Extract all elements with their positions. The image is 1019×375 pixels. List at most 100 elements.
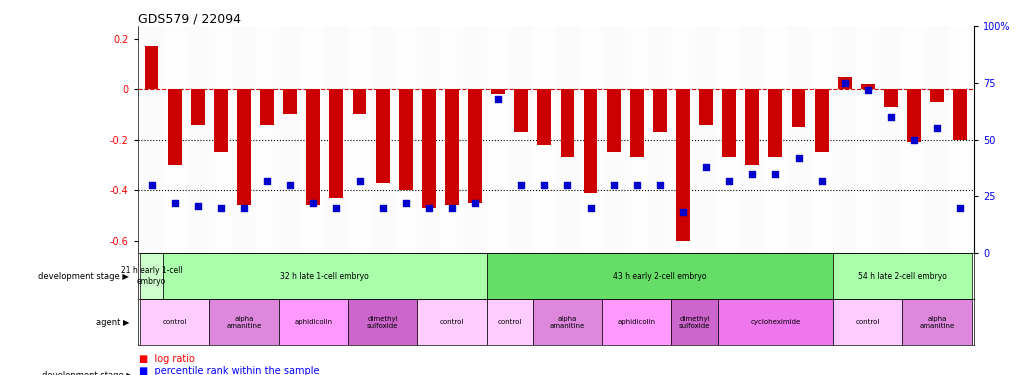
- Point: [744, 171, 760, 177]
- Point: [282, 182, 299, 188]
- Bar: [209, 299, 278, 345]
- Point: [905, 137, 921, 143]
- Text: aphidicolin: aphidicolin: [293, 319, 332, 325]
- Text: aphidicolin: aphidicolin: [618, 319, 655, 325]
- Point: [235, 205, 252, 211]
- Bar: [324, 26, 347, 253]
- Bar: [601, 26, 625, 253]
- Text: agent ▶: agent ▶: [96, 318, 129, 327]
- Point: [859, 87, 875, 93]
- Bar: [717, 299, 833, 345]
- Text: dimethyl
sulfoxide: dimethyl sulfoxide: [367, 315, 397, 328]
- Bar: [532, 299, 601, 345]
- Bar: [422, 89, 435, 208]
- Bar: [676, 89, 689, 240]
- Text: alpha
amanitine: alpha amanitine: [918, 315, 954, 328]
- Point: [836, 80, 852, 86]
- Bar: [444, 89, 459, 205]
- Bar: [186, 26, 209, 253]
- Bar: [721, 89, 736, 158]
- Bar: [353, 89, 366, 114]
- Bar: [486, 299, 532, 345]
- Point: [144, 182, 160, 188]
- Bar: [833, 253, 971, 299]
- Text: 43 h early 2-cell embryo: 43 h early 2-cell embryo: [612, 272, 706, 280]
- Point: [374, 205, 390, 211]
- Bar: [629, 89, 643, 158]
- Point: [443, 205, 460, 211]
- Bar: [855, 26, 878, 253]
- Bar: [375, 89, 389, 183]
- Bar: [740, 26, 763, 253]
- Point: [259, 177, 275, 183]
- Point: [928, 125, 945, 131]
- Bar: [440, 26, 463, 253]
- Bar: [791, 89, 805, 127]
- Point: [558, 182, 575, 188]
- Bar: [878, 26, 902, 253]
- Text: 54 h late 2-cell embryo: 54 h late 2-cell embryo: [857, 272, 946, 280]
- Bar: [329, 89, 343, 198]
- Bar: [814, 89, 827, 152]
- Point: [536, 182, 552, 188]
- Point: [513, 182, 529, 188]
- Point: [397, 200, 414, 206]
- Bar: [532, 26, 555, 253]
- Bar: [347, 299, 417, 345]
- Bar: [694, 26, 717, 253]
- Text: control: control: [855, 319, 879, 325]
- Bar: [278, 26, 302, 253]
- Bar: [347, 26, 371, 253]
- Bar: [560, 89, 574, 158]
- Bar: [306, 89, 320, 205]
- Point: [489, 96, 505, 102]
- Bar: [606, 89, 620, 152]
- Bar: [468, 89, 482, 203]
- Text: alpha
amanitine: alpha amanitine: [549, 315, 585, 328]
- Bar: [902, 299, 971, 345]
- Bar: [648, 26, 671, 253]
- Text: control: control: [497, 319, 522, 325]
- Bar: [140, 26, 163, 253]
- Bar: [652, 89, 666, 132]
- Bar: [140, 253, 163, 299]
- Point: [790, 155, 806, 161]
- Point: [351, 177, 367, 183]
- Text: cycloheximide: cycloheximide: [750, 319, 800, 325]
- Bar: [417, 26, 440, 253]
- Point: [420, 205, 436, 211]
- Bar: [537, 89, 550, 145]
- Point: [720, 177, 737, 183]
- Point: [467, 200, 483, 206]
- Text: alpha
amanitine: alpha amanitine: [226, 315, 261, 328]
- Text: control: control: [162, 319, 186, 325]
- Bar: [260, 89, 274, 124]
- Point: [213, 205, 229, 211]
- Bar: [833, 26, 855, 253]
- Point: [697, 164, 713, 170]
- Bar: [510, 26, 532, 253]
- Point: [305, 200, 321, 206]
- Bar: [191, 89, 205, 124]
- Bar: [579, 26, 601, 253]
- Bar: [767, 89, 782, 158]
- Bar: [787, 26, 809, 253]
- Point: [166, 200, 182, 206]
- Bar: [417, 299, 486, 345]
- Text: development stage ▶: development stage ▶: [39, 272, 129, 280]
- Bar: [717, 26, 740, 253]
- Bar: [929, 89, 944, 102]
- Bar: [283, 89, 297, 114]
- Bar: [167, 89, 181, 165]
- Bar: [671, 26, 694, 253]
- Text: dimethyl
sulfoxide: dimethyl sulfoxide: [679, 315, 709, 328]
- Bar: [860, 84, 874, 89]
- Bar: [256, 26, 278, 253]
- Point: [582, 205, 598, 211]
- Bar: [809, 26, 833, 253]
- Bar: [671, 299, 717, 345]
- Bar: [371, 26, 393, 253]
- Point: [651, 182, 667, 188]
- Bar: [625, 26, 648, 253]
- Bar: [833, 299, 902, 345]
